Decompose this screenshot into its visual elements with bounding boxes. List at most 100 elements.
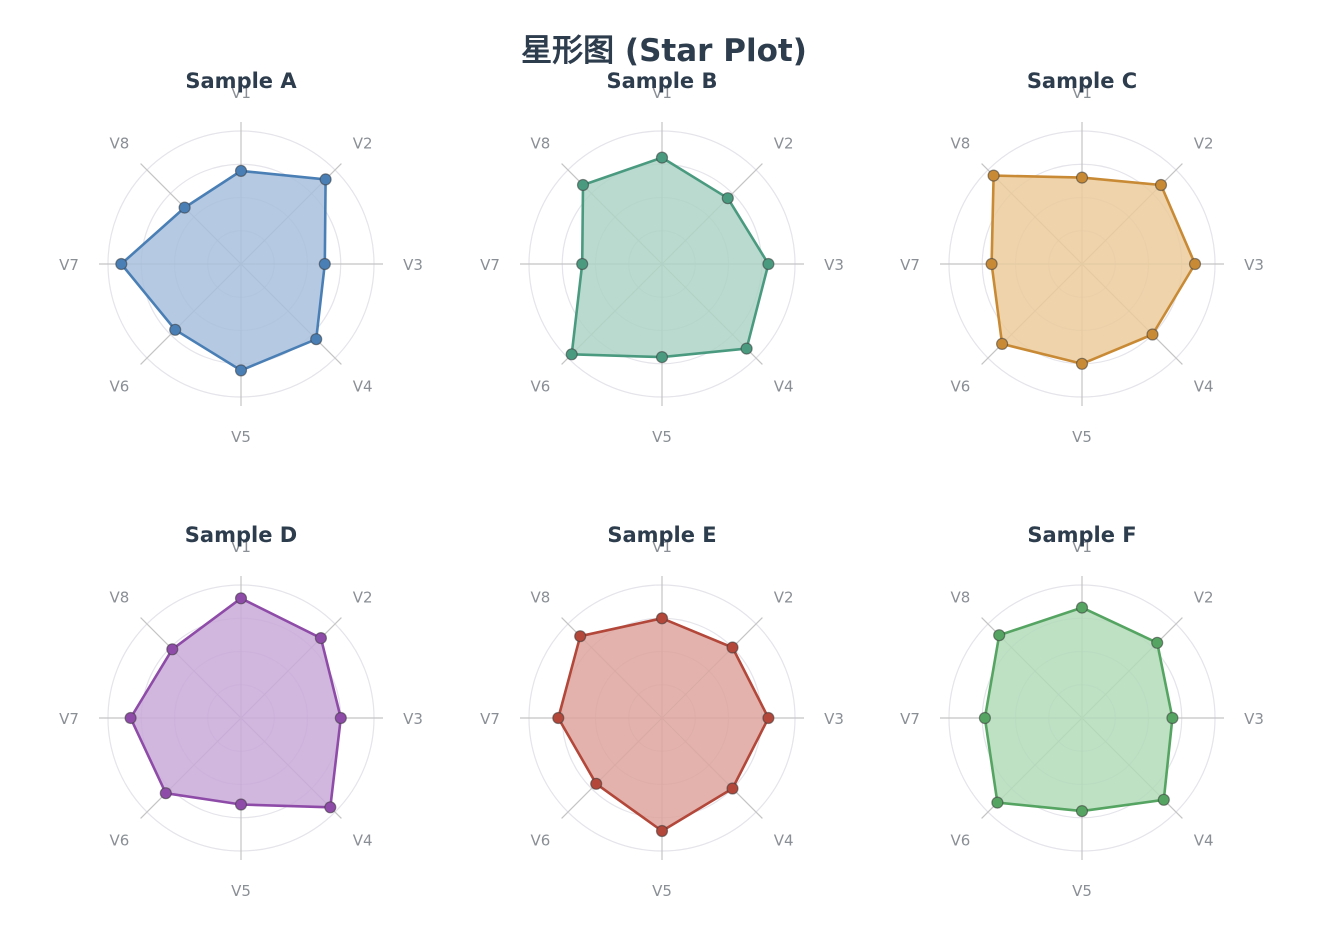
axis-label-v2: V2 <box>1194 588 1214 606</box>
axis-label-v1: V1 <box>231 84 251 102</box>
axis-label-v2: V2 <box>774 134 794 152</box>
axis-label-v1: V1 <box>1072 84 1092 102</box>
data-point-v4 <box>1146 328 1159 341</box>
data-point-v7 <box>576 257 589 271</box>
data-point-v7 <box>985 257 998 271</box>
data-point-v5 <box>234 364 248 377</box>
data-point-v2 <box>726 641 739 654</box>
data-point-v4 <box>310 333 323 346</box>
data-point-v7 <box>552 711 565 725</box>
axis-label-v8: V8 <box>109 588 129 606</box>
axis-label-v3: V3 <box>403 256 423 274</box>
data-point-v7 <box>124 711 137 725</box>
data-point-v2 <box>1154 178 1168 192</box>
data-point-v5 <box>1075 357 1089 370</box>
axis-label-v3: V3 <box>824 710 844 728</box>
panel-sample-d: V1 V2 V3 V4 V5 V6 V7 V8 Sample D <box>59 523 423 900</box>
axis-label-v3: V3 <box>1244 710 1264 728</box>
axis-label-v4: V4 <box>1194 832 1214 850</box>
data-point-v1 <box>1075 171 1089 184</box>
panel-sample-e: V1 V2 V3 V4 V5 V6 V7 V8 Sample E <box>480 523 844 900</box>
series-polygon-sample-f <box>983 606 1174 813</box>
panel-title: Sample C <box>1027 69 1137 93</box>
axis-label-v8: V8 <box>530 134 550 152</box>
panel-title: Sample E <box>607 523 716 547</box>
data-point-v1 <box>1075 601 1089 614</box>
panel-title: Sample A <box>185 69 297 93</box>
axis-label-v2: V2 <box>353 134 373 152</box>
axis-label-v4: V4 <box>353 832 373 850</box>
axis-label-v6: V6 <box>530 832 550 850</box>
data-point-v1 <box>655 612 669 625</box>
axis-label-v5: V5 <box>1072 882 1092 900</box>
data-point-v5 <box>655 351 669 364</box>
panel-sample-f: V1 V2 V3 V4 V5 V6 V7 V8 Sample F <box>900 523 1264 900</box>
data-point-v2 <box>314 631 327 645</box>
panel-sample-a: V1 V2 V3 V4 V5 V6 V7 V8 Sample A <box>59 69 423 446</box>
data-point-v6 <box>991 796 1004 809</box>
axis-label-v7: V7 <box>480 256 500 274</box>
data-point-v5 <box>655 824 669 838</box>
axis-label-v5: V5 <box>231 428 251 446</box>
panel-title: Sample B <box>607 69 718 93</box>
axis-label-v6: V6 <box>109 378 129 396</box>
data-point-v8 <box>987 169 1000 182</box>
axis-label-v8: V8 <box>950 134 970 152</box>
data-point-v6 <box>995 337 1009 350</box>
data-point-v3 <box>334 711 347 725</box>
axis-label-v6: V6 <box>530 378 550 396</box>
panel-title: Sample F <box>1027 523 1136 547</box>
data-point-v8 <box>166 643 179 656</box>
chart-title: 星形图 (Star Plot) <box>521 33 807 69</box>
data-point-v4 <box>726 782 739 795</box>
axis-label-v7: V7 <box>900 256 920 274</box>
data-point-v4 <box>740 342 753 355</box>
data-point-v2 <box>721 192 734 205</box>
data-point-v8 <box>574 630 587 643</box>
data-point-v3 <box>1188 257 1202 271</box>
axis-label-v5: V5 <box>652 882 672 900</box>
panel-sample-c: V1 V2 V3 V4 V5 V6 V7 V8 Sample C <box>900 69 1264 446</box>
axis-label-v1: V1 <box>652 538 672 556</box>
axis-label-v8: V8 <box>109 134 129 152</box>
axis-label-v7: V7 <box>900 710 920 728</box>
data-point-v4 <box>1157 793 1170 806</box>
data-point-v3 <box>762 257 775 271</box>
axis-label-v2: V2 <box>353 588 373 606</box>
data-point-v8 <box>178 201 191 214</box>
data-point-v7 <box>978 711 992 725</box>
axis-label-v6: V6 <box>950 378 970 396</box>
axis-label-v8: V8 <box>950 588 970 606</box>
axis-label-v5: V5 <box>1072 428 1092 446</box>
axis-label-v2: V2 <box>1194 134 1214 152</box>
data-point-v6 <box>590 777 603 790</box>
axis-label-v4: V4 <box>1194 378 1214 396</box>
panel-title: Sample D <box>185 523 297 547</box>
axis-label-v7: V7 <box>480 710 500 728</box>
data-point-v6 <box>169 323 182 336</box>
data-point-v1 <box>234 592 248 605</box>
data-point-v3 <box>762 711 775 725</box>
data-point-v1 <box>234 164 248 177</box>
data-point-v8 <box>993 629 1006 642</box>
axis-label-v4: V4 <box>774 378 794 396</box>
series-polygon-sample-d <box>129 596 343 809</box>
axis-label-v3: V3 <box>824 256 844 274</box>
data-point-v8 <box>576 178 590 192</box>
axis-label-v6: V6 <box>109 832 129 850</box>
data-point-v2 <box>319 173 332 186</box>
axis-label-v3: V3 <box>403 710 423 728</box>
axis-label-v7: V7 <box>59 256 79 274</box>
axis-label-v4: V4 <box>774 832 794 850</box>
panel-sample-b: V1 V2 V3 V4 V5 V6 V7 V8 Sample B <box>480 69 844 446</box>
axis-label-v3: V3 <box>1244 256 1264 274</box>
data-point-v4 <box>324 801 337 814</box>
data-point-v7 <box>115 257 128 271</box>
axis-label-v5: V5 <box>231 882 251 900</box>
data-point-v3 <box>318 257 331 271</box>
axis-label-v1: V1 <box>1072 538 1092 556</box>
axis-label-v5: V5 <box>652 428 672 446</box>
